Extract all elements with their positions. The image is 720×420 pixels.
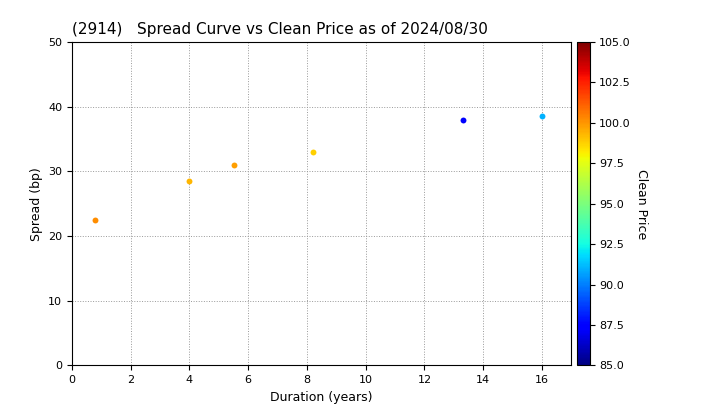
Point [184, 178, 195, 184]
Point [457, 116, 469, 123]
Point [307, 149, 319, 155]
Y-axis label: Spread (bp): Spread (bp) [30, 167, 42, 241]
Point [90, 217, 102, 223]
Point [228, 162, 239, 168]
X-axis label: Duration (years): Duration (years) [271, 391, 373, 404]
Y-axis label: Clean Price: Clean Price [634, 168, 648, 239]
Point [536, 113, 548, 120]
Text: (2914)   Spread Curve vs Clean Price as of 2024/08/30: (2914) Spread Curve vs Clean Price as of… [72, 22, 488, 37]
